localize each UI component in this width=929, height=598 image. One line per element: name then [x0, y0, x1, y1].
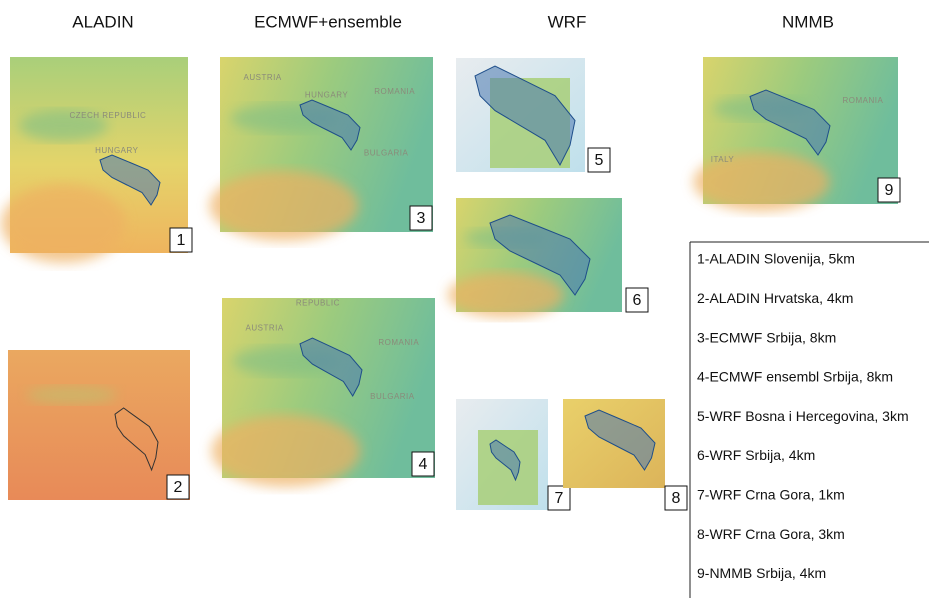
river-basin — [299, 99, 361, 151]
panel-number: 8 — [672, 490, 681, 507]
map-label: BULGARIA — [364, 148, 409, 157]
map-label: AUSTRIA — [246, 324, 284, 333]
map-panel: CZECH REPUBLIC HUNGARY 1 — [1, 57, 193, 263]
map-shading — [18, 109, 108, 142]
panel-number-box — [169, 227, 193, 253]
legend-item: 3-ECMWF Srbija, 8km — [697, 329, 836, 345]
map-panel: 6 — [447, 198, 649, 318]
panel-number: 9 — [885, 182, 894, 199]
panel-number: 7 — [555, 490, 564, 507]
panel-number: 6 — [633, 292, 642, 309]
map-label: ROMANIA — [374, 87, 415, 96]
river-basin — [299, 337, 363, 397]
map-label: HUNGARY — [95, 146, 139, 155]
map-panel: REPUBLIC AUSTRIA ROMANIA BULGARIA 4 — [211, 298, 435, 487]
map-panel: 7 — [456, 399, 571, 511]
legend-item: 7-WRF Crna Gora, 1km — [697, 487, 845, 503]
river-basin — [489, 214, 591, 296]
river-basin — [749, 89, 831, 156]
river-basin — [114, 407, 159, 472]
map-shading — [447, 272, 564, 318]
map-background — [8, 350, 190, 500]
legend-item: 5-WRF Bosna i Hercegovina, 3km — [697, 408, 909, 424]
panels: CZECH REPUBLIC HUNGARY 1 2 AUSTRIA HUNGARY ROM… — [1, 57, 901, 511]
map-label: AUSTRIA — [244, 73, 282, 82]
map-label: CZECH REPUBLIC — [70, 111, 147, 120]
column-header: ALADIN — [72, 12, 133, 31]
river-basin — [489, 439, 521, 482]
panel-number: 2 — [174, 479, 183, 496]
map-panel: ROMANIA ITALY 9 — [693, 57, 901, 212]
map-label: HUNGARY — [305, 91, 349, 100]
map-label: BULGARIA — [370, 392, 415, 401]
panel-number: 4 — [419, 456, 428, 473]
map-shading — [1, 184, 126, 263]
legend-item: 9-NMMB Srbija, 4km — [697, 565, 826, 581]
column-header: NMMB — [782, 12, 834, 31]
river-basin — [474, 65, 576, 167]
map-panel: AUSTRIA HUNGARY ROMANIA BULGARIA 3 — [209, 57, 433, 241]
river-basin — [584, 409, 656, 471]
map-label: REPUBLIC — [296, 299, 340, 308]
panel-number-box — [587, 147, 611, 173]
legend-item: 8-WRF Crna Gora, 3km — [697, 526, 845, 542]
panel-number-box — [547, 485, 571, 511]
panel-number-box — [166, 474, 190, 500]
map-panel: 2 — [8, 350, 190, 500]
map-shading — [209, 170, 359, 241]
map-label: ROMANIA — [842, 96, 883, 105]
column-header: ECMWF+ensemble — [254, 12, 402, 31]
panel-number-box — [411, 451, 435, 477]
panel-number-box — [625, 287, 649, 313]
panel-number-box — [409, 205, 433, 231]
map-panel: 5 — [456, 58, 611, 173]
map-shading — [693, 152, 830, 212]
map-label: ITALY — [711, 155, 735, 164]
map-label: ROMANIA — [378, 338, 419, 347]
panel-number: 3 — [417, 210, 426, 227]
panel-number: 1 — [177, 232, 186, 249]
river-basin — [99, 154, 161, 206]
legend-item: 2-ALADIN Hrvatska, 4km — [697, 290, 853, 306]
panel-number-box — [877, 177, 901, 203]
panel-number-box — [664, 485, 688, 511]
map-shading — [26, 386, 118, 404]
legend-item: 1-ALADIN Slovenija, 5km — [697, 251, 855, 267]
map-panel: 8 — [563, 399, 688, 511]
column-header: WRF — [548, 12, 587, 31]
map-shading — [211, 415, 361, 487]
legend-item: 4-ECMWF ensembl Srbija, 8km — [697, 369, 893, 385]
legend-item: 6-WRF Srbija, 4km — [697, 447, 815, 463]
panel-number: 5 — [595, 152, 604, 169]
